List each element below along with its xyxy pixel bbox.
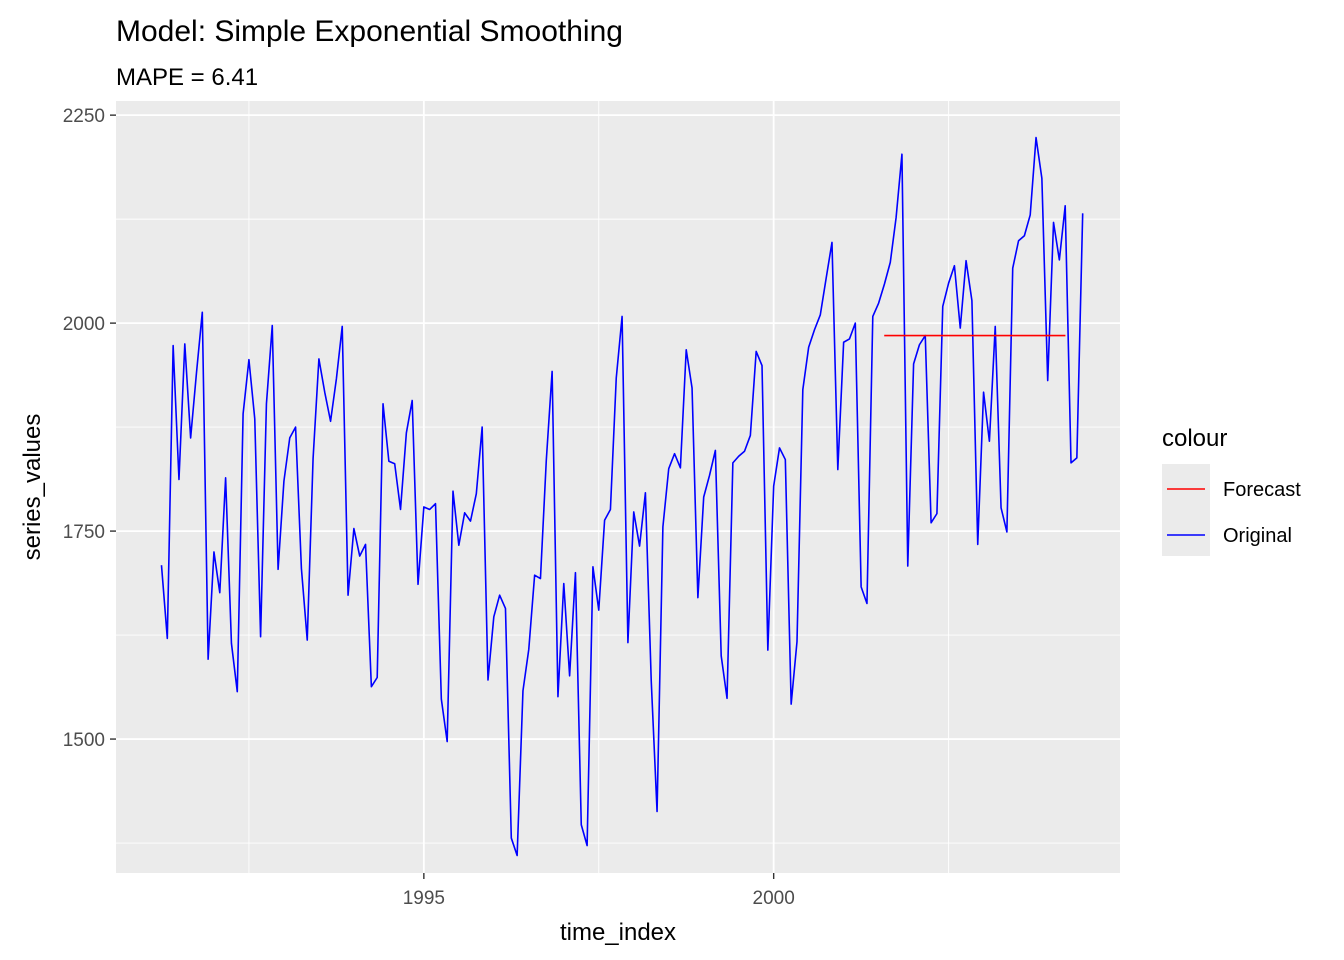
legend: colour Forecast Original [1162, 425, 1301, 556]
chart-title: Model: Simple Exponential Smoothing [116, 15, 623, 48]
x-axis: 1995 2000 [403, 873, 795, 909]
chart-subtitle: MAPE = 6.41 [116, 64, 258, 91]
legend-label-forecast: Forecast [1223, 479, 1301, 501]
y-tick-label: 1500 [63, 730, 105, 751]
grid-major [116, 101, 1120, 873]
x-tick-label: 1995 [403, 888, 445, 909]
legend-title: colour [1162, 425, 1227, 452]
legend-label-original: Original [1223, 525, 1292, 547]
x-axis-title: time_index [560, 919, 676, 946]
y-axis-title: series_values [19, 414, 46, 561]
x-tick-label: 2000 [753, 888, 795, 909]
y-tick-label: 2250 [63, 106, 105, 127]
legend-key-background [1162, 464, 1210, 556]
plot-panel [116, 101, 1120, 873]
series-line-original [160, 136, 1084, 857]
y-tick-label: 2000 [63, 314, 105, 335]
grid-minor [116, 101, 1120, 873]
y-tick-label: 1750 [63, 522, 105, 543]
series-layer [160, 136, 1084, 857]
y-axis: 1500 1750 2000 2250 [63, 106, 116, 751]
